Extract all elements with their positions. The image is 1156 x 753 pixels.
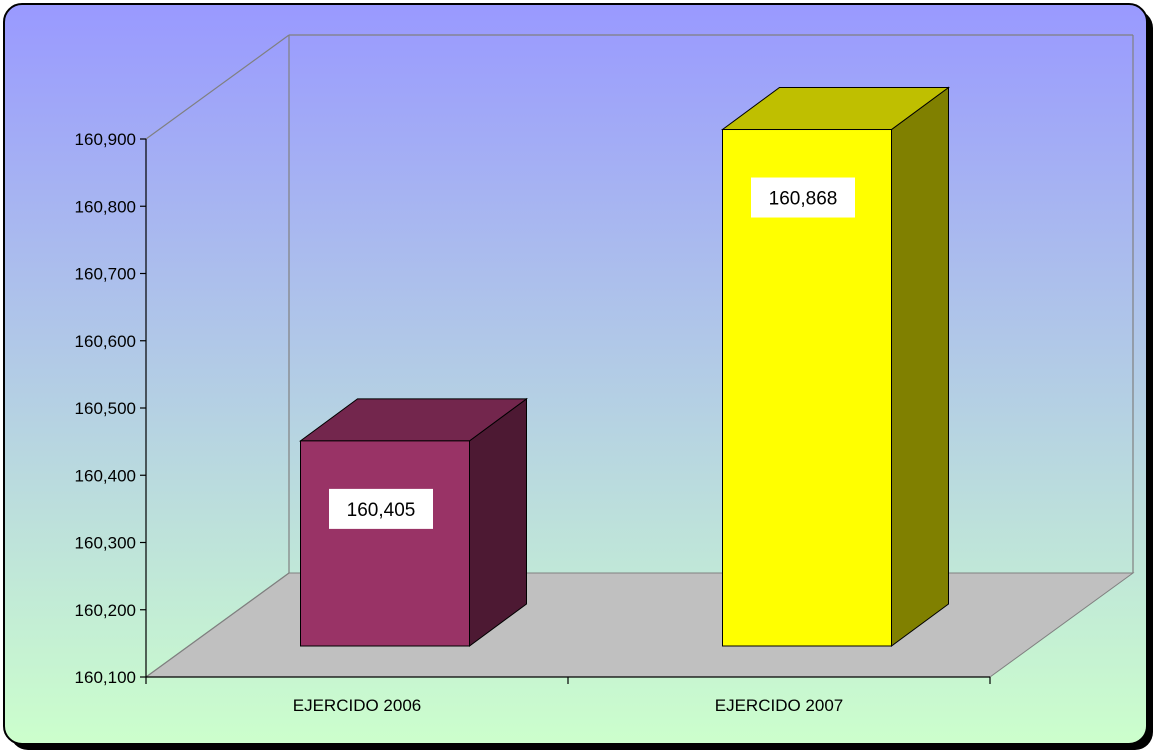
bar-2 (720, 86, 951, 647)
data-label: 160,405 (347, 500, 416, 521)
bar-front-face (300, 440, 470, 647)
y-tick-label: 160,800 (75, 197, 136, 216)
side-wall-top-edge (145, 34, 290, 140)
data-label-box (751, 177, 855, 218)
chart-floor (144, 572, 1135, 678)
y-tick-label: 160,300 (75, 534, 136, 553)
y-tick-label: 160,700 (75, 265, 136, 284)
y-tick-label: 160,900 (75, 130, 136, 149)
bar-side-face (891, 86, 949, 647)
data-label-box (329, 488, 433, 529)
y-tick-label: 160,100 (75, 668, 136, 687)
y-tick-label: 160,400 (75, 466, 136, 485)
data-label-1: 160,405 (329, 488, 433, 529)
bar-side-face (469, 397, 527, 647)
data-labels: 160,405 160,868 (329, 177, 855, 529)
data-label: 160,868 (769, 189, 838, 210)
side-wall-floor-edge (145, 572, 290, 678)
y-axis-ticks: 160,100 160,200 160,300 160,400 160,500 160,6… (75, 130, 146, 687)
bars (298, 86, 951, 647)
x-tick-label: EJERCIDO 2007 (715, 696, 844, 715)
x-axis-ticks: EJERCIDO 2006 EJERCIDO 2007 (145, 677, 991, 715)
y-tick-label: 160,200 (75, 601, 136, 620)
data-label-2: 160,868 (751, 177, 855, 218)
x-tick-label: EJERCIDO 2006 (293, 696, 422, 715)
y-tick-label: 160,500 (75, 399, 136, 418)
bar-1 (298, 397, 529, 647)
y-tick-label: 160,600 (75, 332, 136, 351)
